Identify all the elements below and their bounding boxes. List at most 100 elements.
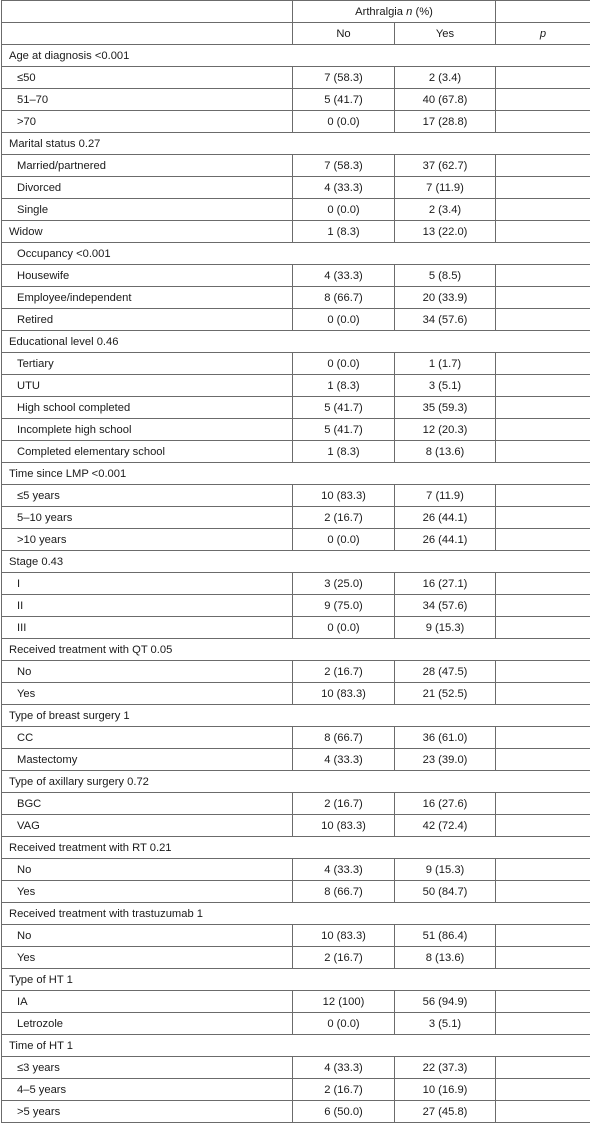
cell-no: 0 (0.0)	[292, 1012, 395, 1035]
section-label: Type of axillary surgery 0.72	[1, 770, 590, 793]
table-row: No 4 (33.3) 9 (15.3)	[1, 858, 590, 881]
cell-no: 7 (58.3)	[292, 154, 395, 177]
cell-yes: 5 (8.5)	[394, 264, 496, 287]
cell-p	[495, 286, 590, 309]
row-label: >10 years	[1, 528, 293, 551]
cell-yes: 34 (57.6)	[394, 308, 496, 331]
cell-no: 8 (66.7)	[292, 880, 395, 903]
section-label: Time since LMP <0.001	[1, 462, 590, 485]
cell-no: 2 (16.7)	[292, 946, 395, 969]
cell-p	[495, 154, 590, 177]
cell-yes: 27 (45.8)	[394, 1100, 496, 1123]
group-n: n	[406, 5, 413, 18]
cell-yes: 12 (20.3)	[394, 418, 496, 441]
row-label: III	[1, 616, 293, 639]
section-row: Stage 0.43	[1, 550, 590, 573]
row-label: CC	[1, 726, 293, 749]
table-row: Yes 8 (66.7) 50 (84.7)	[1, 880, 590, 903]
table-row: CC 8 (66.7) 36 (61.0)	[1, 726, 590, 749]
row-label: >5 years	[1, 1100, 293, 1123]
row-label: Incomplete high school	[1, 418, 293, 441]
cell-no: 2 (16.7)	[292, 792, 395, 815]
table-row: 51–70 5 (41.7) 40 (67.8)	[1, 88, 590, 111]
table-row: II 9 (75.0) 34 (57.6)	[1, 594, 590, 617]
section-label: Time of HT 1	[1, 1034, 590, 1057]
cell-p	[495, 198, 590, 221]
cell-no: 3 (25.0)	[292, 572, 395, 595]
cell-yes: 28 (47.5)	[394, 660, 496, 683]
row-label: Married/partnered	[1, 154, 293, 177]
row-label: Mastectomy	[1, 748, 293, 771]
cell-no: 2 (16.7)	[292, 1078, 395, 1101]
cell-no: 4 (33.3)	[292, 264, 395, 287]
table-row: >5 years 6 (50.0) 27 (45.8)	[1, 1100, 590, 1123]
cell-p	[495, 616, 590, 639]
section-row: Occupancy <0.001	[1, 242, 590, 265]
cell-yes: 40 (67.8)	[394, 88, 496, 111]
cell-yes: 7 (11.9)	[394, 176, 496, 199]
row-label: Tertiary	[1, 352, 293, 375]
cell-yes: 51 (86.4)	[394, 924, 496, 947]
cell-no: 2 (16.7)	[292, 506, 395, 529]
cell-yes: 10 (16.9)	[394, 1078, 496, 1101]
row-label: Yes	[1, 880, 293, 903]
cell-p	[495, 594, 590, 617]
cell-p	[495, 726, 590, 749]
cell-yes: 50 (84.7)	[394, 880, 496, 903]
cell-p	[495, 660, 590, 683]
cell-p	[495, 66, 590, 89]
row-label: High school completed	[1, 396, 293, 419]
column-header-yes: Yes	[394, 22, 496, 45]
table-row: ≤50 7 (58.3) 2 (3.4)	[1, 66, 590, 89]
row-label: ≤50	[1, 66, 293, 89]
cell-no: 0 (0.0)	[292, 352, 395, 375]
cell-p	[495, 176, 590, 199]
cell-no: 10 (83.3)	[292, 814, 395, 837]
cell-p	[495, 440, 590, 463]
cell-no: 0 (0.0)	[292, 308, 395, 331]
row-label: No	[1, 924, 293, 947]
row-label: Single	[1, 198, 293, 221]
row-label: Employee/independent	[1, 286, 293, 309]
table-row: ≤3 years 4 (33.3) 22 (37.3)	[1, 1056, 590, 1079]
header-empty-cell	[1, 0, 293, 23]
section-label: Type of HT 1	[1, 968, 590, 991]
cell-yes: 3 (5.1)	[394, 1012, 496, 1035]
cell-p	[495, 374, 590, 397]
section-row: Educational level 0.46	[1, 330, 590, 353]
section-row: Type of HT 1	[1, 968, 590, 991]
cell-no: 8 (66.7)	[292, 286, 395, 309]
cell-yes: 26 (44.1)	[394, 528, 496, 551]
cell-p	[495, 792, 590, 815]
cell-yes: 22 (37.3)	[394, 1056, 496, 1079]
table-row: Single 0 (0.0) 2 (3.4)	[1, 198, 590, 221]
arthralgia-group-header: Arthralgia n (%)	[292, 0, 496, 23]
table-row: >70 0 (0.0) 17 (28.8)	[1, 110, 590, 133]
cell-no: 4 (33.3)	[292, 748, 395, 771]
section-row: Age at diagnosis <0.001	[1, 44, 590, 67]
cell-p	[495, 396, 590, 419]
header-empty-cell-right	[495, 0, 590, 23]
table-row: No 10 (83.3) 51 (86.4)	[1, 924, 590, 947]
cell-no: 0 (0.0)	[292, 528, 395, 551]
table-row: Married/partnered 7 (58.3) 37 (62.7)	[1, 154, 590, 177]
cell-yes: 3 (5.1)	[394, 374, 496, 397]
cell-no: 4 (33.3)	[292, 176, 395, 199]
cell-no: 4 (33.3)	[292, 858, 395, 881]
table-row: Divorced 4 (33.3) 7 (11.9)	[1, 176, 590, 199]
section-label: Marital status 0.27	[1, 132, 590, 155]
cell-p	[495, 352, 590, 375]
section-label: Received treatment with QT 0.05	[1, 638, 590, 661]
table-row: Mastectomy 4 (33.3) 23 (39.0)	[1, 748, 590, 771]
cell-no: 5 (41.7)	[292, 396, 395, 419]
cell-no: 1 (8.3)	[292, 374, 395, 397]
row-label: Housewife	[1, 264, 293, 287]
table-row: Housewife 4 (33.3) 5 (8.5)	[1, 264, 590, 287]
cell-no: 4 (33.3)	[292, 1056, 395, 1079]
cell-yes: 8 (13.6)	[394, 946, 496, 969]
cell-p	[495, 484, 590, 507]
cell-yes: 7 (11.9)	[394, 484, 496, 507]
cell-no: 10 (83.3)	[292, 682, 395, 705]
